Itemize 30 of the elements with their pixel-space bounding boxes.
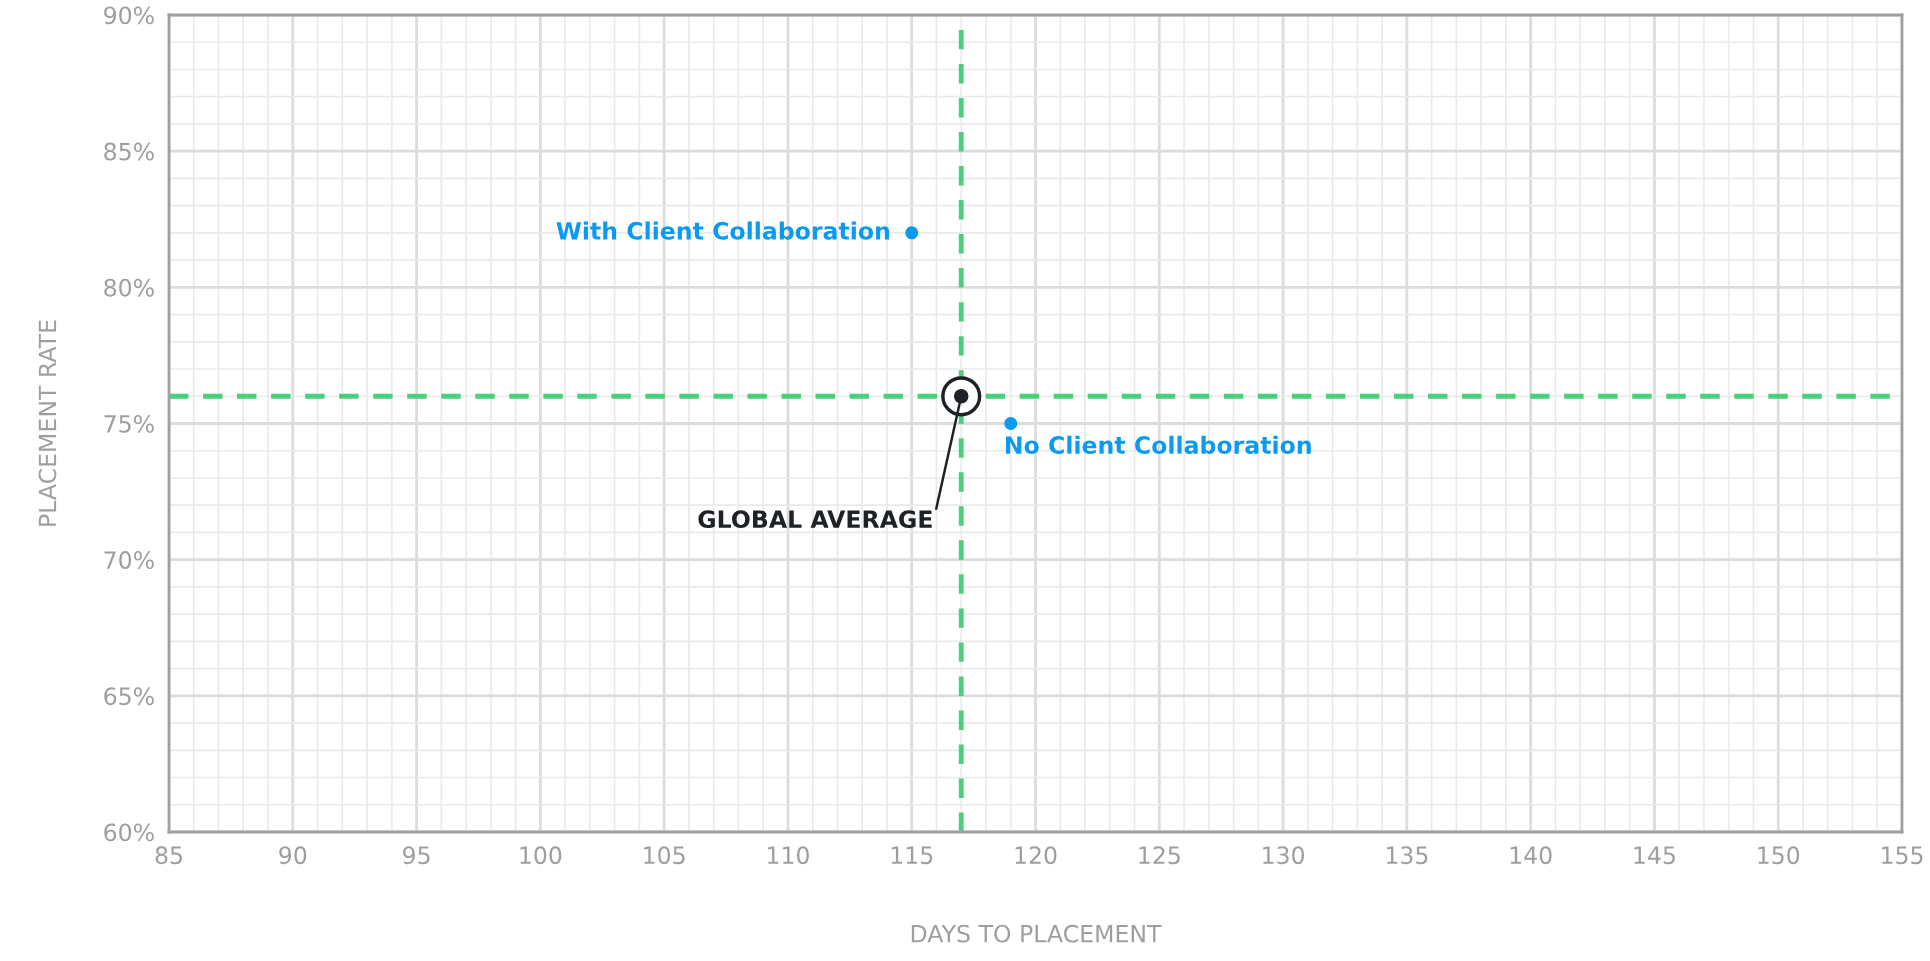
x-tick-label: 145 (1634, 846, 1675, 865)
x-tick-label: 155 (1882, 846, 1923, 865)
x-tick-label: 115 (891, 846, 933, 865)
x-tick-label: 95 (403, 846, 430, 865)
point (941, 376, 982, 417)
series-label: No Client Collaboration (1005, 435, 1311, 454)
y-tick-label: 90% (104, 6, 154, 25)
x-tick-label: 150 (1758, 846, 1800, 865)
x-tick-label: 140 (1510, 846, 1552, 865)
y-tick-label: 75% (104, 414, 154, 433)
y-tick-label: 85% (104, 142, 154, 161)
series-label: With Client Collaboration (556, 221, 890, 240)
y-tick-label: 70% (104, 551, 154, 569)
x-axis-title: DAYS TO PLACEMENT (911, 924, 1162, 943)
x-tick-label: 120 (1015, 846, 1057, 865)
text: GLOBAL AVERAGE (698, 510, 932, 529)
x-tick-label: 105 (644, 846, 685, 865)
x-tick-label: 125 (1139, 846, 1180, 865)
x-tick-label: 100 (520, 846, 562, 865)
x-tick-label: 85 (155, 846, 182, 865)
y-tick-label: 80% (104, 278, 154, 297)
x-tick-label: 135 (1386, 846, 1428, 865)
point (1004, 416, 1018, 431)
point (905, 226, 919, 240)
y-axis-title: PLACEMENT RATE (38, 320, 57, 526)
x-tick-label: 90 (279, 846, 307, 865)
x-tick-label: 130 (1263, 846, 1305, 865)
y-tick-label: 65% (104, 687, 154, 706)
y-tick-label: 60% (104, 823, 154, 842)
x-tick-label: 110 (767, 846, 809, 865)
